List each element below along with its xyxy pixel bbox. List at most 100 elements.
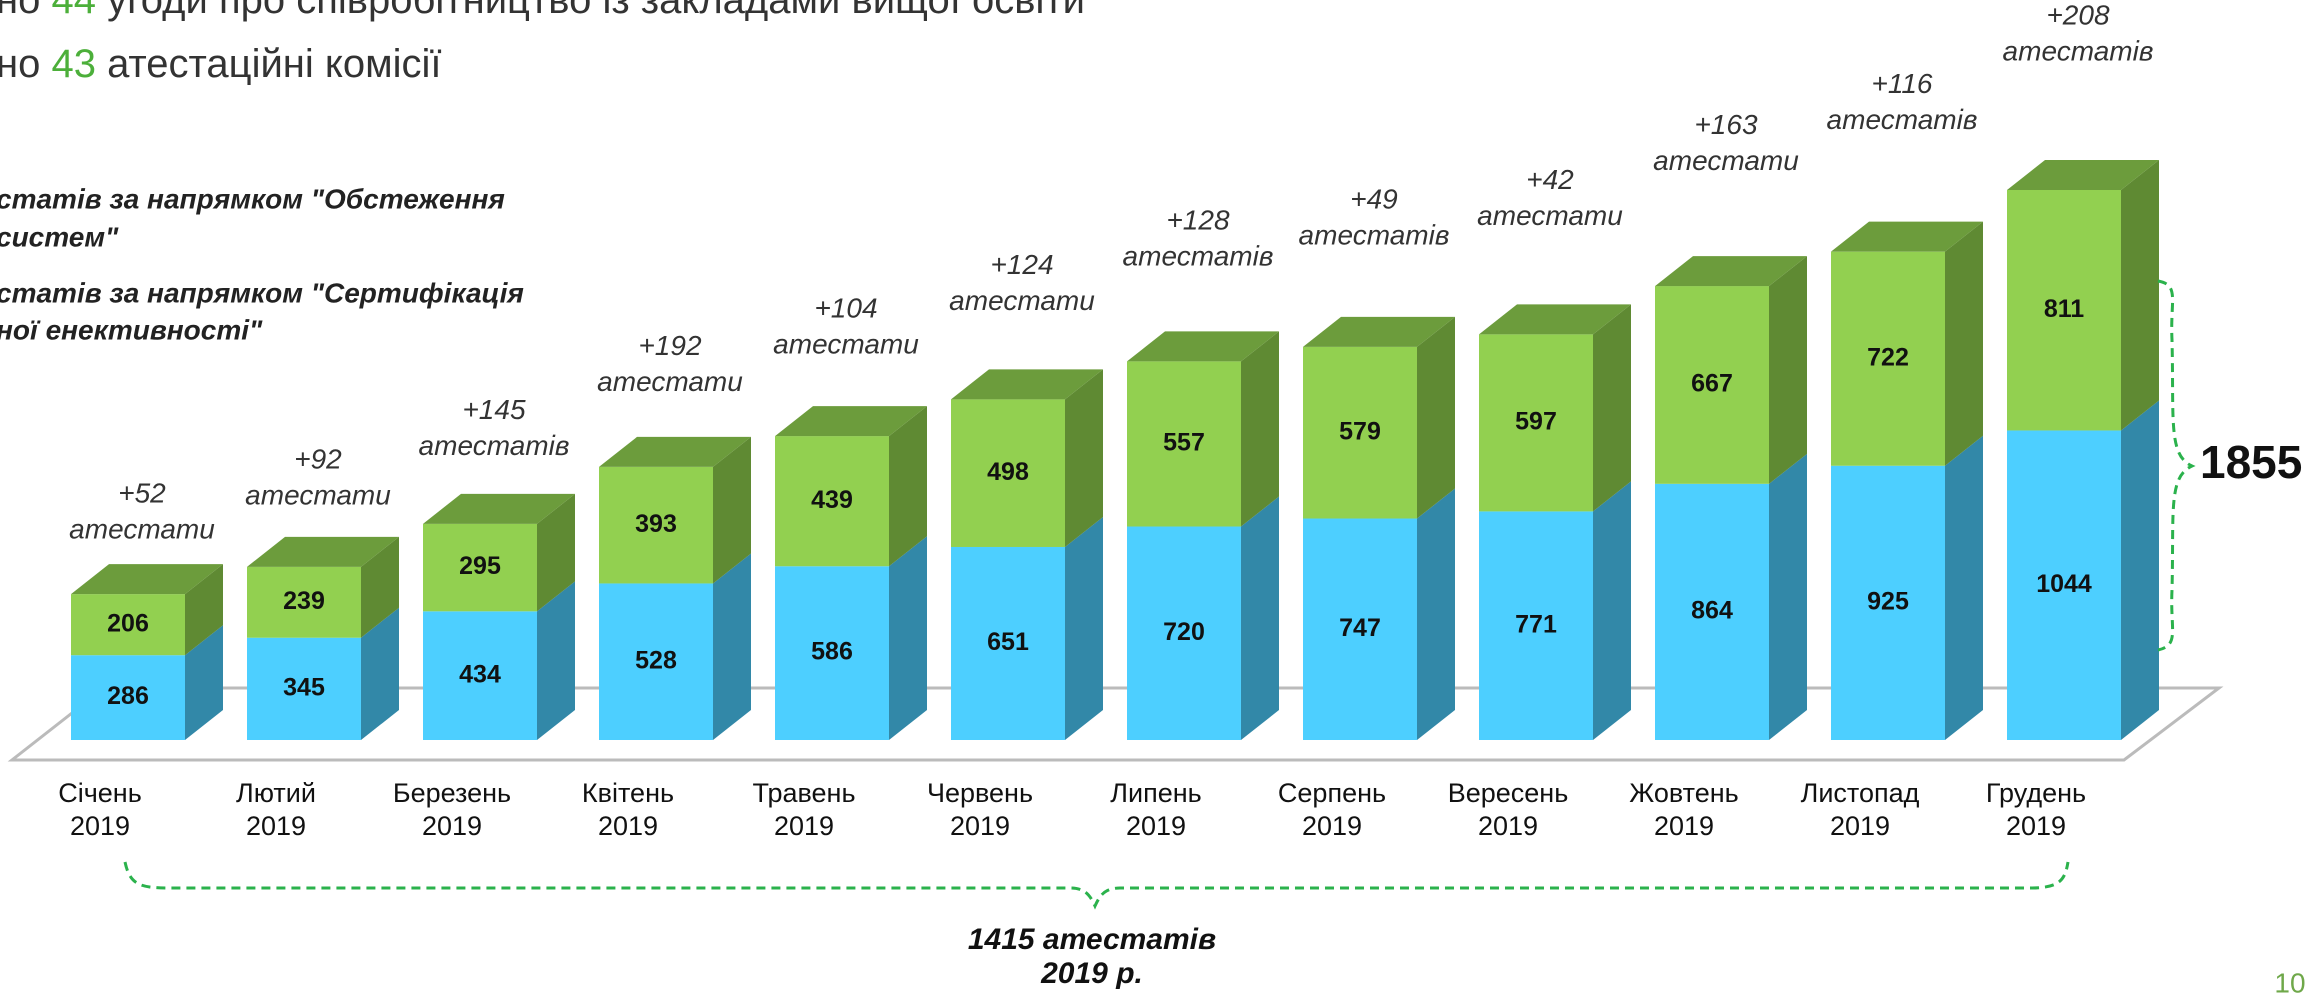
bar-side [537,581,575,740]
x-tick-label: 2019 [1478,811,1538,841]
year-total: 2019 р. [1040,957,1143,990]
annotation: +192 [638,330,701,361]
value-label: 498 [987,458,1029,486]
bar-front [247,637,361,740]
value-label: 393 [635,510,677,538]
x-tick-label: Грудень [1986,778,2086,808]
bar-front [951,546,1065,740]
value-label: 557 [1163,429,1205,457]
x-tick-label: Червень [927,778,1033,808]
annotation: атестати [773,329,919,360]
x-tick-label: Лютий [236,778,316,808]
bar-side [1065,369,1103,547]
annotation: +116 [1872,68,1933,99]
bar-top [1479,304,1631,335]
x-tick-label: 2019 [774,811,834,841]
x-tick-label: 2019 [246,811,306,841]
bar-top [1655,256,1807,287]
bar-side [1769,256,1807,484]
headline-text: угоди про співробітництво із закладами в… [96,0,1085,22]
bar-top [951,369,1103,400]
bar-side [1593,304,1631,512]
x-tick-label: Квітень [582,778,674,808]
bar-side [185,564,223,656]
x-tick-label: 2019 [2006,811,2066,841]
bar-top [2007,160,2159,190]
bar-top [423,493,575,524]
x-tick-label: Травень [752,778,855,808]
x-tick-label: Січень [58,778,142,808]
bar-side [1417,488,1455,740]
value-label: 925 [1867,587,1909,615]
bar-side [1065,516,1103,740]
bar-top [775,406,927,437]
bar-front [1127,526,1241,740]
headline-number: 43 [51,42,96,86]
bar-side [889,406,927,567]
value-label: 579 [1339,417,1381,445]
annotation: атестати [597,366,743,397]
bar-side [361,536,399,638]
bar-front [1303,518,1417,740]
bar-top [71,564,223,595]
bar-front [2007,190,2121,431]
legend-text: систем" [0,221,119,252]
annotation: атестатів [1827,104,1978,135]
bar-front [71,594,185,656]
x-tick-label: Березень [393,778,511,808]
bar-front [423,611,537,740]
value-label: 667 [1691,370,1733,398]
annotation: атестатів [1299,219,1450,250]
value-label: 771 [1515,610,1557,638]
value-label: 439 [811,486,853,514]
bar-front [599,583,713,740]
bar-front [1655,483,1769,740]
bar-front [775,566,889,740]
value-label: 345 [283,673,325,701]
x-tick-label: Жовтень [1629,778,1738,808]
bar-side [1593,481,1631,740]
value-label: 811 [2044,295,2084,323]
legend-text: стaтів за напрямком "Сертифікація [0,277,524,308]
value-label: 528 [635,646,677,674]
bar-side [713,436,751,584]
bar-side [537,493,575,612]
annotation: +104 [814,293,877,324]
value-label: 434 [459,660,501,688]
bar-front [1655,286,1769,484]
x-tick-label: 2019 [422,811,482,841]
value-label: 286 [107,682,149,710]
year-total: 1415 атестатів [968,923,1216,956]
annotation: +52 [118,478,166,509]
bar-front [1479,334,1593,512]
annotation: атестати [1477,200,1623,231]
value-label: 720 [1163,618,1205,646]
annotation: +163 [1694,109,1757,140]
x-tick-label: 2019 [598,811,658,841]
bar-front [1127,361,1241,527]
bar-side [1241,331,1279,527]
annotation: атестатів [1123,241,1274,272]
bar-top [1127,331,1279,362]
legend-text: ної енективності" [0,314,263,345]
annotation: +145 [462,394,525,425]
bar-top [1303,316,1455,347]
annotation: +208 [2046,0,2109,31]
bar-front [423,523,537,612]
annotation: атестати [949,285,1095,316]
bar-side [2121,400,2159,740]
annotation: атестати [245,480,391,511]
annotation: +49 [1350,183,1398,214]
bar-side [713,553,751,740]
value-label: 722 [1867,343,1909,371]
annotation: атестати [69,514,215,545]
bottom-brace [123,861,2070,910]
annotation: атестати [1653,145,1799,176]
value-label: 295 [459,552,501,580]
bar-side [1945,435,1983,740]
value-label: 1044 [2036,570,2092,598]
bar-side [889,536,927,740]
value-label: 864 [1691,597,1733,625]
bar-side [1945,221,1983,466]
bar-front [599,466,713,584]
